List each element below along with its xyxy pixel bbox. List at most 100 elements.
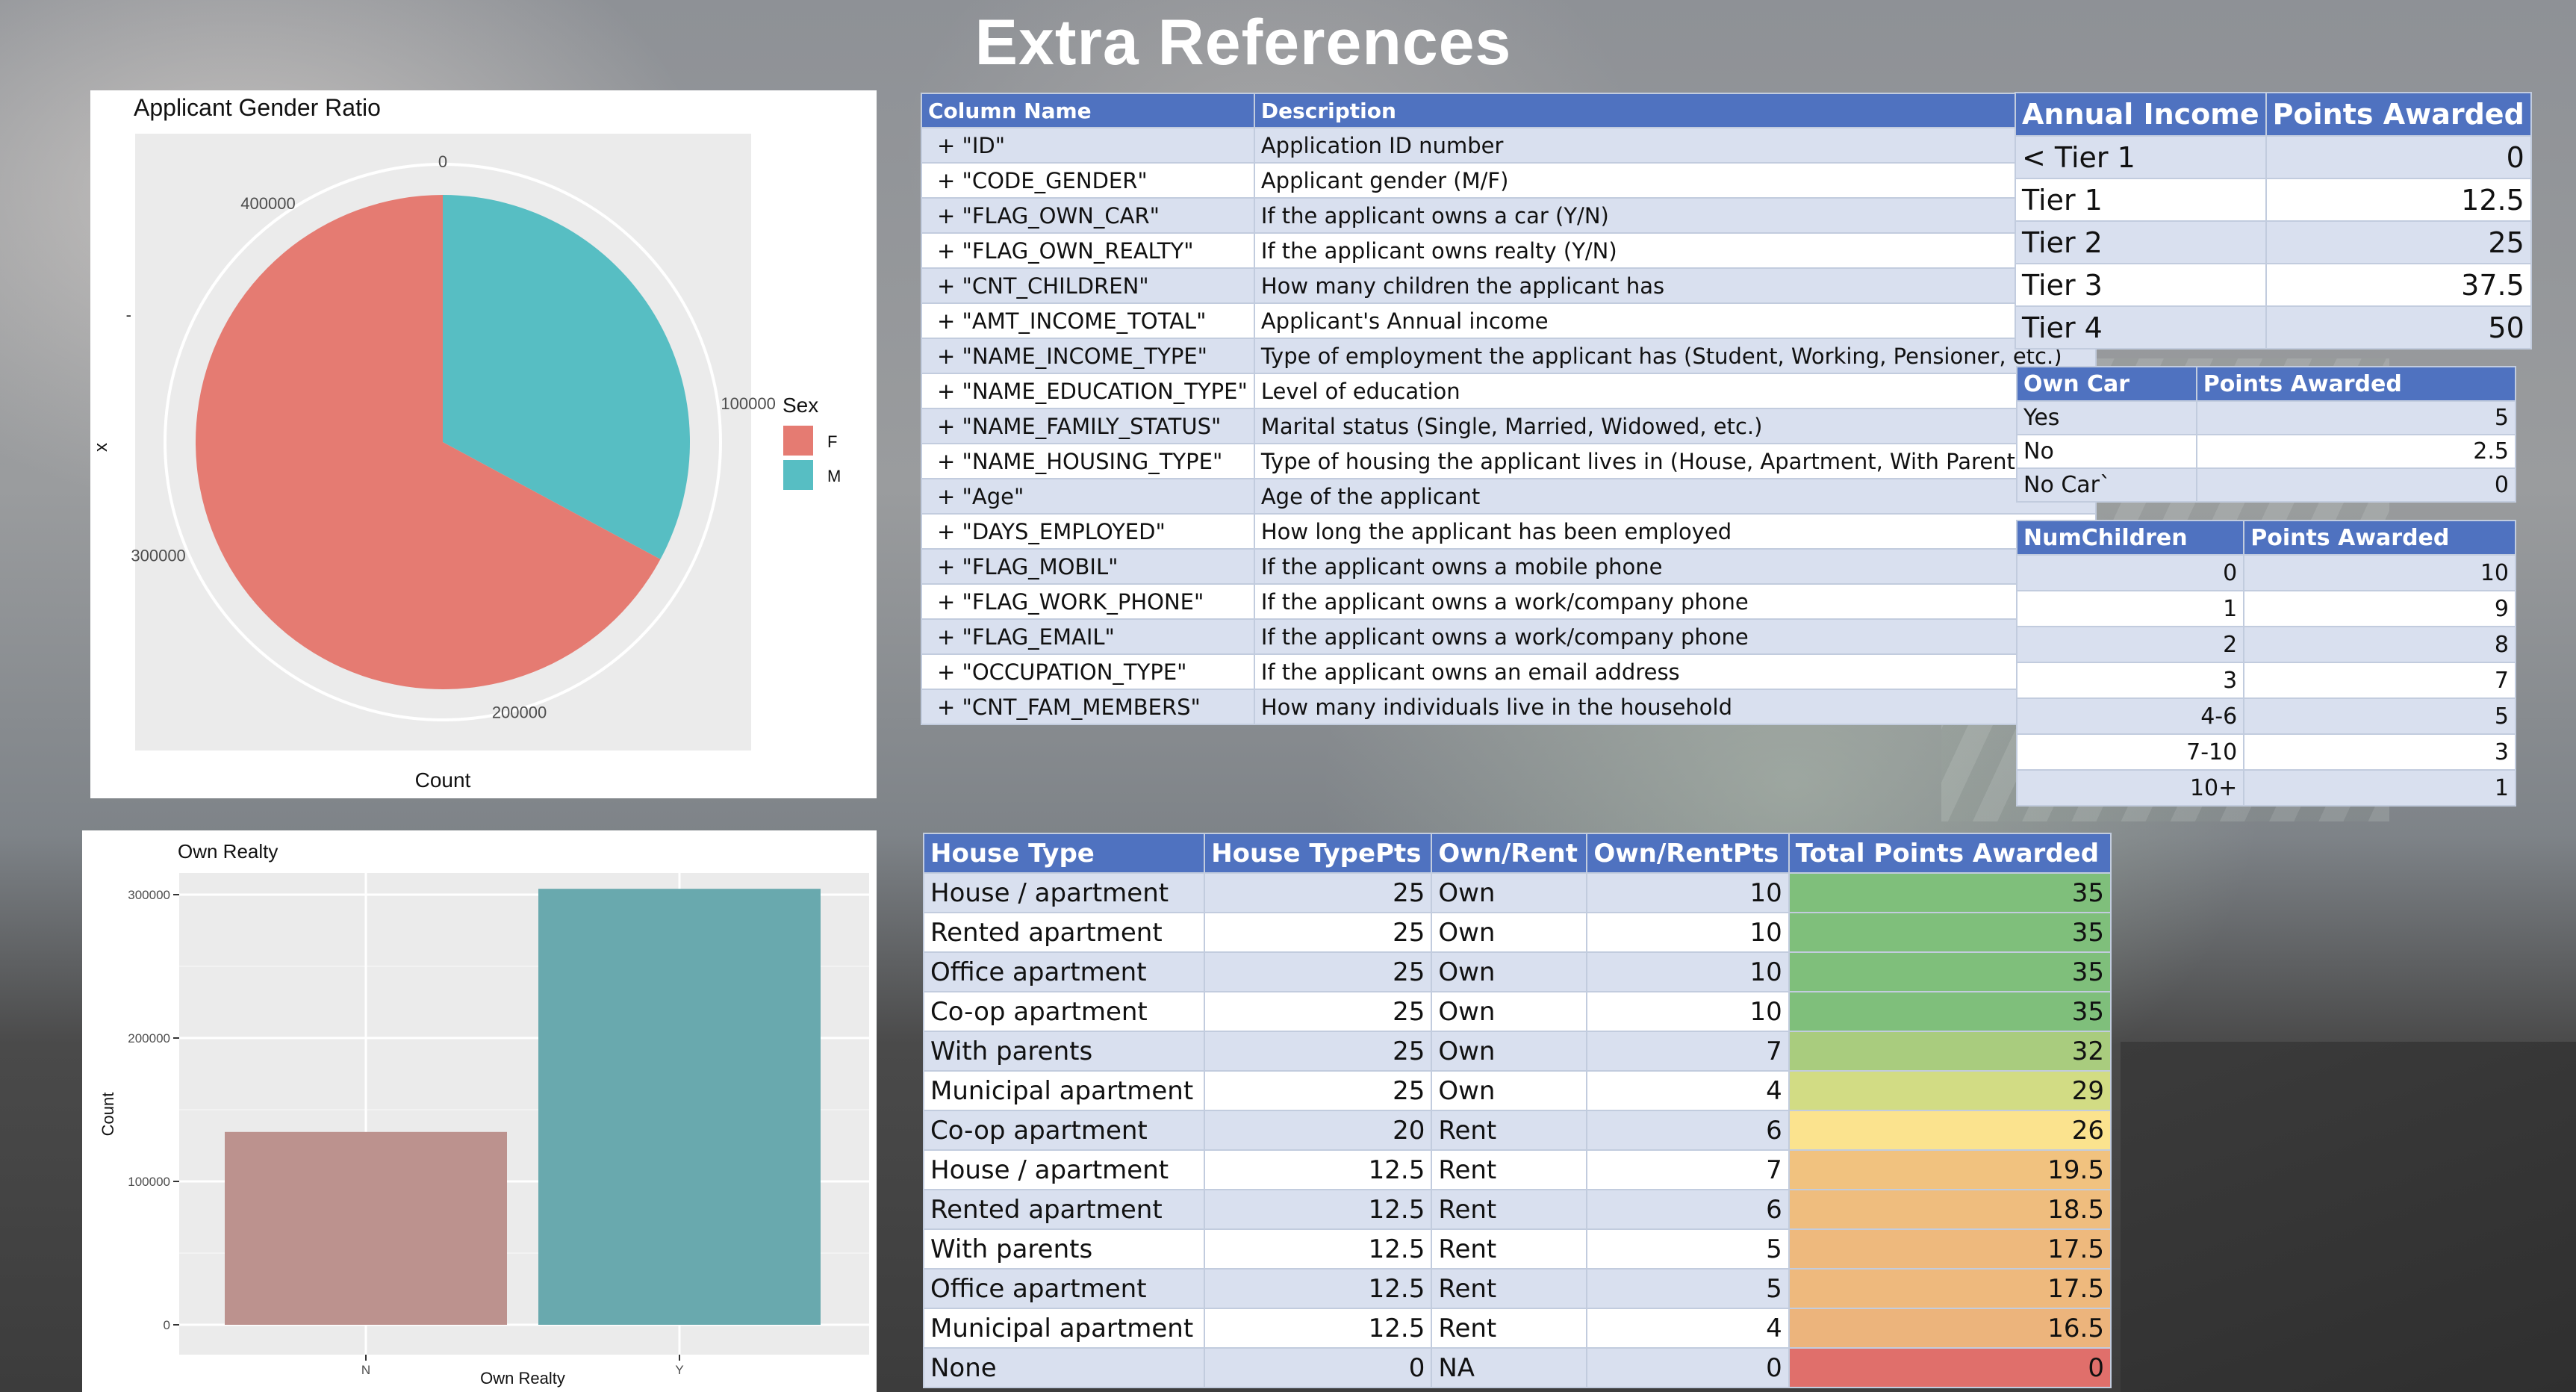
car-cell: No Car`: [2016, 467, 2197, 503]
housing-row: Office apartment 12.5 Rent 5 17.5: [922, 1268, 2112, 1309]
pie-legend-label-M: M: [827, 467, 841, 485]
housing-cell: 12.5: [1204, 1308, 1433, 1349]
children-cell: 0: [2015, 554, 2245, 591]
housing-cell: 10: [1586, 951, 1790, 992]
pie-radial-tick-label: 100000: [721, 394, 775, 413]
housing-cell: Rent: [1431, 1149, 1588, 1190]
dictionary-row: + "FLAG_OWN_CAR" If the applicant owns a …: [921, 197, 2097, 234]
dictionary-cell: If the applicant owns a work/company pho…: [1253, 618, 2097, 655]
children-cell: 1: [2015, 590, 2245, 627]
pie-radial-tick-label: 400000: [240, 194, 295, 213]
bar-y-tick-label: 0: [164, 1318, 170, 1332]
income-cell: 0: [2265, 135, 2532, 179]
dictionary-row: + "AMT_INCOME_TOTAL" Applicant's Annual i…: [921, 302, 2097, 339]
dictionary-cell: + "CODE_GENDER": [921, 162, 1255, 199]
housing-row: With parents 12.5 Rent 5 17.5: [922, 1228, 2112, 1270]
pie-legend-title: Sex: [783, 394, 818, 417]
housing-cell: 35: [1788, 872, 2112, 913]
housing-cell: 12.5: [1204, 1228, 1433, 1270]
dictionary-row: + "CODE_GENDER" Applicant gender (M/F): [921, 162, 2097, 199]
dictionary-cell: If the applicant owns realty (Y/N): [1253, 232, 2097, 269]
housing-cell: House / apartment: [922, 872, 1206, 913]
dictionary-row: + "CNT_CHILDREN" How many children the ap…: [921, 267, 2097, 304]
car-cell: No: [2016, 434, 2197, 469]
housing-cell: 26: [1788, 1110, 2112, 1151]
housing-row: Co-op apartment 25 Own 10 35: [922, 991, 2112, 1032]
own-realty-bar-chart: 0 100000 200000 300000 N Y Own Realty Own Rea…: [82, 830, 877, 1392]
housing-cell: Own: [1431, 1070, 1588, 1111]
dictionary-cell: Type of employment the applicant has (St…: [1253, 338, 2097, 374]
housing-cell: 16.5: [1788, 1308, 2112, 1349]
housing-cell: 4: [1586, 1308, 1790, 1349]
pie-radial-tick-label: 300000: [131, 546, 185, 565]
bar-x-tick-label: N: [361, 1363, 370, 1377]
income-cell: Tier 3: [2015, 263, 2267, 307]
housing-cell: 10: [1586, 872, 1790, 913]
dictionary-cell: How long the applicant has been employed: [1253, 513, 2097, 550]
background-dark-area: [2121, 1042, 2576, 1392]
children-cell: 1: [2243, 769, 2516, 807]
annual-income-points-table: Annual Income Points Awarded < Tier 1 0 Tie…: [2015, 92, 2532, 349]
children-header-1: Points Awarded: [2243, 520, 2516, 556]
dictionary-cell: How many children the applicant has: [1253, 267, 2097, 304]
housing-cell: 32: [1788, 1031, 2112, 1072]
pie-legend-key-M: [783, 460, 813, 490]
pie-outer-gridline: [164, 163, 722, 721]
housing-cell: 20: [1204, 1110, 1433, 1151]
dictionary-cell: + "NAME_EDUCATION_TYPE": [921, 373, 1255, 409]
housing-cell: 12.5: [1204, 1149, 1433, 1190]
dictionary-row: + "ID" Application ID number: [921, 127, 2097, 164]
car-cell: 2.5: [2195, 434, 2517, 469]
housing-row: None 0 NA 0 0: [922, 1347, 2112, 1388]
housing-cell: 4: [1586, 1070, 1790, 1111]
bar-y-tick-label: 200000: [128, 1031, 170, 1045]
car-cell: 5: [2195, 400, 2517, 435]
dictionary-cell: If the applicant owns a work/company pho…: [1253, 583, 2097, 620]
dictionary-cell: + "NAME_INCOME_TYPE": [921, 338, 1255, 374]
dictionary-cell: How many individuals live in the househo…: [1253, 689, 2097, 725]
dictionary-row: + "FLAG_EMAIL" If the applicant owns a wo…: [921, 618, 2097, 655]
housing-points-table: House Type House TypePts Own/Rent Own/RentP…: [922, 833, 2112, 1388]
pie-radial-tick-label: 0: [438, 152, 447, 171]
housing-cell: With parents: [922, 1228, 1206, 1270]
children-cell: 3: [2015, 662, 2245, 699]
housing-header-4: Total Points Awarded: [1788, 833, 2112, 874]
car-row: No Car` 0: [2016, 467, 2517, 503]
page-title: Extra References: [974, 7, 1512, 78]
dictionary-cell: + "ID": [921, 127, 1255, 164]
housing-cell: With parents: [922, 1031, 1206, 1072]
dictionary-row: + "NAME_EDUCATION_TYPE" Level of educatio…: [921, 373, 2097, 409]
children-cell: 2: [2015, 626, 2245, 663]
bar-Y: [538, 889, 821, 1325]
bar-N: [225, 1131, 507, 1325]
housing-row: Municipal apartment 25 Own 4 29: [922, 1070, 2112, 1111]
bar-y-tick-label: 300000: [128, 888, 170, 902]
pie-y-tick: -: [126, 305, 131, 324]
income-header-1: Points Awarded: [2265, 92, 2532, 137]
children-cell: 3: [2243, 733, 2516, 771]
dictionary-cell: + "FLAG_OWN_CAR": [921, 197, 1255, 234]
dictionary-row: + "Age" Age of the applicant: [921, 478, 2097, 515]
income-row: Tier 1 12.5: [2015, 178, 2532, 222]
housing-cell: Rent: [1431, 1228, 1588, 1270]
housing-cell: Rent: [1431, 1110, 1588, 1151]
dictionary-cell: Applicant gender (M/F): [1253, 162, 2097, 199]
dictionary-cell: + "NAME_HOUSING_TYPE": [921, 443, 1255, 479]
pie-chart-svg: 0 100000 200000 300000 400000 Applicant Gend…: [91, 94, 841, 792]
income-cell: 50: [2265, 305, 2532, 349]
housing-cell: Rent: [1431, 1268, 1588, 1309]
housing-cell: Own: [1431, 1031, 1588, 1072]
housing-header-2: Own/Rent: [1431, 833, 1588, 874]
children-row: 0 10: [2015, 554, 2516, 591]
housing-row: Co-op apartment 20 Rent 6 26: [922, 1110, 2112, 1151]
housing-row: House / apartment 12.5 Rent 7 19.5: [922, 1149, 2112, 1190]
num-children-points-table: NumChildren Points Awarded 0 10 1 9 2 8 3 7 4-6 5 7…: [2015, 520, 2516, 807]
income-header-0: Annual Income: [2015, 92, 2267, 137]
housing-cell: 29: [1788, 1070, 2112, 1111]
dictionary-row: + "NAME_INCOME_TYPE" Type of employment t…: [921, 338, 2097, 374]
dictionary-row: + "DAYS_EMPLOYED" How long the applicant …: [921, 513, 2097, 550]
housing-cell: 35: [1788, 951, 2112, 992]
income-cell: Tier 1: [2015, 178, 2267, 222]
dictionary-cell: + "OCCUPATION_TYPE": [921, 653, 1255, 690]
